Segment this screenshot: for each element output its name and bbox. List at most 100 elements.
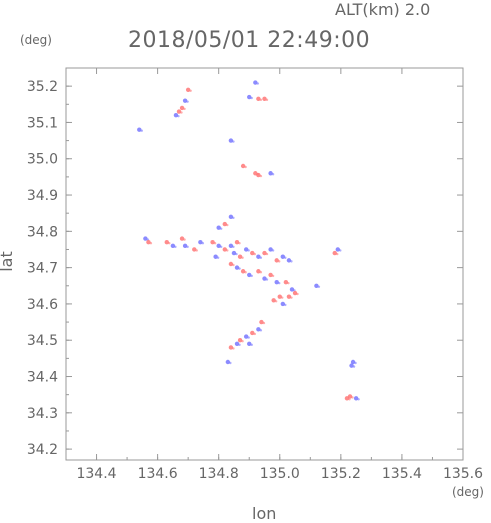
x-tick-label: 134.6 <box>138 466 178 482</box>
echo-point <box>170 243 176 249</box>
echo-point <box>280 301 286 307</box>
echo-point-fringe <box>219 245 223 249</box>
y-tick-label: 34.6 <box>27 297 58 313</box>
echo-point-fringe <box>216 256 220 259</box>
echo-point-fringe <box>232 347 235 350</box>
echo-point <box>280 254 286 259</box>
echo-point <box>234 341 240 347</box>
echo-point-fringe <box>195 249 198 252</box>
echo-point-fringe <box>278 281 281 285</box>
echo-point <box>292 290 298 296</box>
echo-point-fringe <box>189 89 192 92</box>
echo-point <box>225 359 231 365</box>
echo-point <box>271 298 276 303</box>
echo-point-fringe <box>235 252 238 256</box>
echo-point-fringe <box>262 321 266 325</box>
plot-frame <box>65 67 464 461</box>
echo-point-fringe <box>339 249 342 252</box>
echo-point <box>349 363 354 368</box>
altitude-label: ALT(km) 2.0 <box>335 0 431 19</box>
echo-point <box>277 294 282 299</box>
echo-point-fringe <box>238 343 241 347</box>
echo-point-fringe <box>219 227 223 230</box>
echo-point-fringe <box>284 303 287 307</box>
echo-point-fringe <box>247 336 250 339</box>
echo-point-fringe <box>177 114 180 118</box>
echo-point <box>250 250 255 256</box>
echo-point-fringe <box>290 296 293 299</box>
echo-point <box>268 272 273 278</box>
echo-point-fringe <box>351 396 354 399</box>
echo-point <box>256 96 261 102</box>
timestamp-title: 2018/05/01 22:49:00 <box>128 28 371 53</box>
echo-point <box>216 225 221 230</box>
echo-point-fringe <box>213 242 217 245</box>
echo-point <box>228 261 234 267</box>
echo-point-fringe <box>149 242 153 245</box>
echo-point <box>216 243 221 249</box>
echo-point-fringe <box>247 249 250 252</box>
echo-point-fringe <box>259 271 263 274</box>
echo-point-fringe <box>232 140 235 143</box>
echo-point-fringe <box>180 111 183 114</box>
echo-point <box>247 341 252 347</box>
echo-point <box>228 243 234 249</box>
echo-point-fringe <box>352 365 356 368</box>
y-unit-label: (deg) <box>20 33 52 47</box>
echo-point-fringe <box>259 98 263 102</box>
echo-point <box>256 327 261 332</box>
echo-point-fringe <box>250 274 253 278</box>
echo-point <box>256 254 261 259</box>
echo-point <box>250 330 255 336</box>
echo-point-fringe <box>281 296 284 299</box>
echo-point-fringe <box>241 256 244 259</box>
echo-point <box>240 163 246 169</box>
y-tick-label: 34.5 <box>27 333 58 349</box>
echo-point <box>289 287 295 292</box>
echo-point-fringe <box>256 82 260 85</box>
echo-point-fringe <box>183 238 186 241</box>
y-tick-label: 34.2 <box>27 442 58 458</box>
echo-point-fringe <box>287 281 290 285</box>
echo-point <box>247 272 252 278</box>
echo-point-fringe <box>278 260 281 263</box>
echo-point-fringe <box>253 252 256 256</box>
echo-point-fringe <box>238 242 241 245</box>
echo-point-fringe <box>357 398 360 401</box>
echo-point <box>176 109 182 114</box>
x-unit-label: (deg) <box>452 485 484 499</box>
x-tick-label: 134.4 <box>76 466 116 482</box>
echo-point-fringe <box>259 256 263 259</box>
echo-point <box>262 96 267 102</box>
echo-point <box>222 247 227 252</box>
echo-point-fringe <box>259 174 263 178</box>
echo-point-fringe <box>226 249 229 252</box>
echo-point <box>237 254 243 259</box>
echo-point <box>213 254 218 259</box>
echo-point-fringe <box>296 292 299 296</box>
y-tick-label: 34.8 <box>27 224 58 240</box>
echo-point <box>332 250 337 256</box>
echo-point-fringe <box>271 249 275 252</box>
echo-point <box>243 247 249 252</box>
echo-point <box>286 294 292 299</box>
echo-point <box>268 171 273 176</box>
echo-point <box>182 98 188 103</box>
echo-point <box>314 283 319 288</box>
echo-point <box>237 338 243 343</box>
echo-point <box>234 240 240 245</box>
echo-point-fringe <box>168 242 171 245</box>
y-tick-label: 34.3 <box>27 406 58 422</box>
echo-point <box>268 247 273 252</box>
echo-point <box>146 240 151 245</box>
echo-point-fringe <box>232 245 235 249</box>
echo-point-fringe <box>238 267 241 270</box>
echo-point <box>283 279 289 285</box>
echo-point <box>198 240 203 245</box>
echo-point-fringe <box>174 245 177 249</box>
echo-point-fringe <box>140 129 143 132</box>
x-tick-label: 134.8 <box>199 466 239 482</box>
echo-point-fringe <box>259 329 263 332</box>
echo-point <box>173 112 179 118</box>
echo-point <box>262 276 267 281</box>
